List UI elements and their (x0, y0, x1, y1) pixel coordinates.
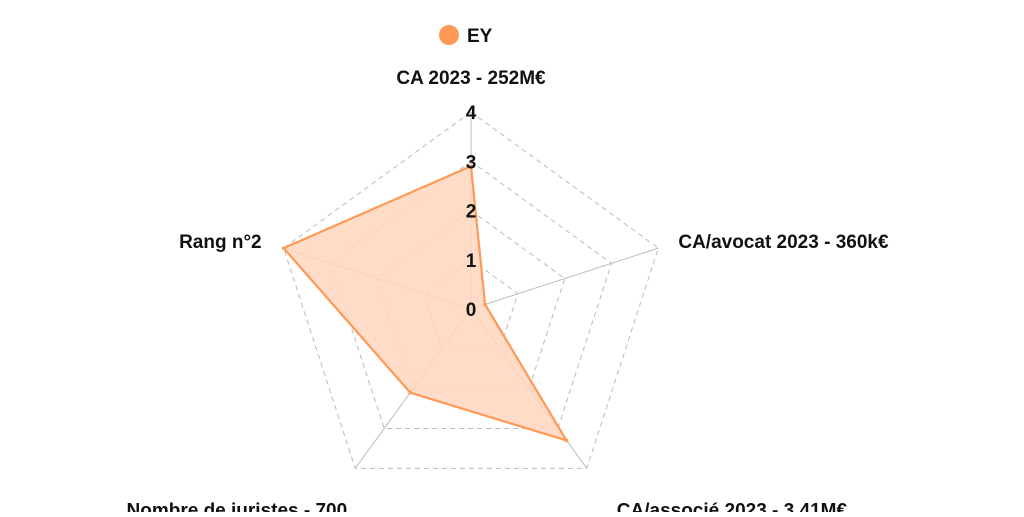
axis-label-5: Rang n°2 (179, 232, 262, 253)
r-tick-label-0: 0 (466, 300, 477, 321)
r-tick-label-1: 1 (466, 251, 477, 272)
axis-label-1: CA 2023 - 252M€ (396, 68, 546, 89)
grid-ring-4 (283, 111, 659, 469)
grid-spoke-2 (470, 247, 659, 310)
legend-label-ey: EY (467, 26, 493, 47)
series-layer (281, 164, 569, 443)
legend: EY (439, 25, 493, 47)
series-point-1-4 (408, 390, 413, 395)
axis-label-layer: CA 2023 - 252M€ CA/avocat 2023 - 360k€ CA/… (127, 68, 889, 517)
series-point-1-1 (469, 164, 473, 168)
axis-label-3: CA/associé 2023 - 3,41M€ (617, 500, 848, 512)
legend-marker-ey (439, 25, 459, 45)
series-point-1-2 (483, 302, 487, 307)
tick-layer: 0 1 2 3 4 (466, 103, 477, 321)
axis-label-4: Nombre de juristes - 700 (127, 500, 348, 512)
r-tick-label-3: 3 (466, 152, 477, 173)
r-tick-label-4: 4 (466, 103, 477, 124)
axis-label-2: CA/avocat 2023 - 360k€ (678, 232, 889, 253)
series-point-1-5 (281, 246, 286, 250)
r-tick-label-2: 2 (466, 202, 477, 223)
series-area-1 (282, 165, 568, 442)
series-point-1-3 (564, 438, 569, 443)
